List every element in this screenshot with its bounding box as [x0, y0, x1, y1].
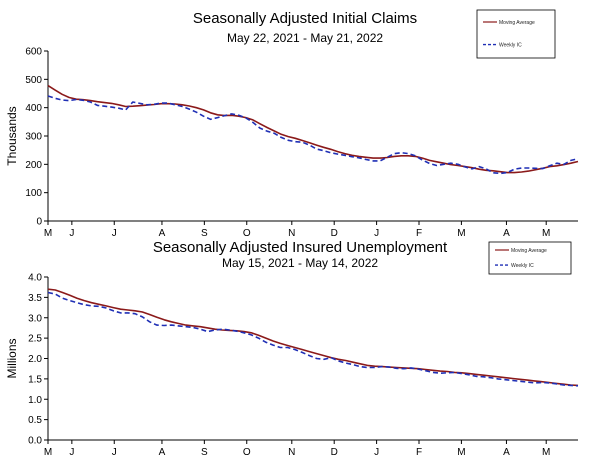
- y-tick-label: 500: [25, 75, 42, 86]
- y-tick-label: 600: [25, 47, 42, 58]
- y-tick-label: 3.5: [28, 293, 42, 304]
- y-tick-label: 0.5: [28, 415, 42, 426]
- x-tick-label: M: [542, 228, 550, 239]
- x-tick-label: F: [416, 447, 422, 458]
- chart-subtitle: May 15, 2021 - May 14, 2022: [222, 256, 378, 270]
- x-tick-label: S: [201, 447, 208, 458]
- legend-label: Moving Average: [499, 20, 535, 26]
- y-tick-label: 100: [25, 188, 42, 199]
- x-tick-label: M: [44, 447, 52, 458]
- y-tick-label: 2.5: [28, 334, 42, 345]
- chart-title: Seasonally Adjusted Insured Unemployment: [153, 239, 448, 256]
- y-tick-label: 2.0: [28, 354, 42, 365]
- x-tick-label: N: [288, 447, 295, 458]
- legend-box: [488, 241, 572, 275]
- series-line-moving-average: [47, 288, 579, 387]
- y-tick-label: 4.0: [28, 273, 42, 284]
- x-tick-label: D: [331, 228, 338, 239]
- y-tick-label: 0.0: [28, 436, 42, 447]
- chart-2: Seasonally Adjusted Insured Unemployment…: [5, 239, 579, 458]
- series-line-weekly: [47, 95, 579, 175]
- x-tick-label: J: [374, 447, 379, 458]
- x-tick-label: M: [542, 447, 550, 458]
- legend: Moving Average Weekly IC: [488, 241, 572, 275]
- chart-subtitle: May 22, 2021 - May 21, 2022: [227, 31, 383, 45]
- chart-1: Seasonally Adjusted Initial Claims May 22…: [5, 9, 579, 239]
- x-tick-label: A: [503, 228, 510, 239]
- y-axis-label: Thousands: [5, 106, 19, 165]
- x-tick-label: J: [374, 228, 379, 239]
- x-tick-label: J: [69, 228, 74, 239]
- legend-label: Weekly IC: [499, 42, 522, 48]
- x-tick-label: J: [69, 447, 74, 458]
- series-line-weekly: [47, 291, 579, 387]
- legend-box: [476, 9, 556, 59]
- x-tick-label: M: [44, 228, 52, 239]
- x-tick-label: N: [288, 228, 295, 239]
- x-tick-label: M: [457, 447, 465, 458]
- x-tick-label: M: [457, 228, 465, 239]
- legend: Moving Average Weekly IC: [476, 9, 556, 59]
- y-tick-label: 300: [25, 132, 42, 143]
- x-tick-label: S: [201, 228, 208, 239]
- x-tick-label: O: [243, 447, 251, 458]
- y-tick-label: 1.5: [28, 374, 42, 385]
- series-line-moving-average: [47, 84, 579, 174]
- y-tick-label: 400: [25, 103, 42, 114]
- y-tick-label: 1.0: [28, 395, 42, 406]
- x-tick-label: J: [112, 228, 117, 239]
- y-tick-label: 0: [36, 217, 42, 228]
- y-tick-label: 200: [25, 160, 42, 171]
- x-tick-label: A: [159, 228, 166, 239]
- y-tick-label: 3.0: [28, 313, 42, 324]
- x-tick-label: J: [112, 447, 117, 458]
- chart-title: Seasonally Adjusted Initial Claims: [193, 10, 417, 27]
- y-axis-label: Millions: [5, 338, 19, 378]
- legend-label: Moving Average: [511, 248, 547, 254]
- x-tick-label: D: [331, 447, 338, 458]
- x-tick-label: F: [416, 228, 422, 239]
- legend-label: Weekly IC: [511, 263, 534, 269]
- x-tick-label: A: [159, 447, 166, 458]
- x-tick-label: O: [243, 228, 251, 239]
- x-tick-label: A: [503, 447, 510, 458]
